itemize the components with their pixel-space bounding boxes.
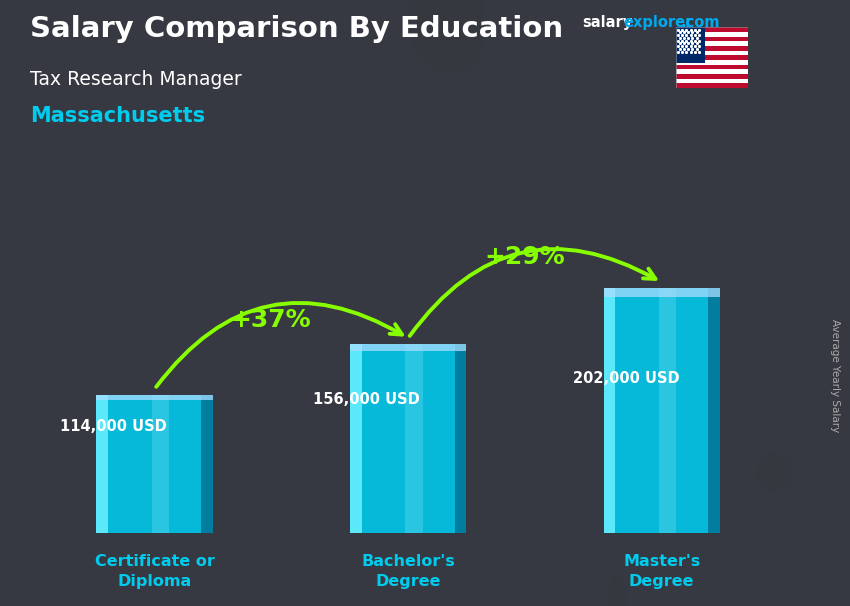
Text: Massachusetts: Massachusetts: [30, 106, 205, 126]
Bar: [455, 344, 466, 533]
Bar: [350, 344, 466, 533]
Text: 202,000 USD: 202,000 USD: [573, 371, 679, 387]
Bar: [676, 60, 748, 65]
Bar: [350, 344, 466, 351]
Bar: [676, 41, 748, 46]
Bar: [676, 74, 748, 79]
Bar: [676, 83, 748, 88]
Bar: [676, 27, 705, 63]
Text: Tax Research Manager: Tax Research Manager: [30, 70, 241, 88]
Bar: [676, 50, 748, 55]
Bar: [676, 65, 748, 69]
Bar: [96, 395, 212, 400]
Bar: [96, 395, 108, 533]
Bar: [350, 344, 361, 533]
Bar: [676, 36, 748, 41]
Text: .com: .com: [680, 15, 719, 30]
Bar: [659, 288, 677, 533]
Bar: [405, 344, 422, 533]
Bar: [604, 288, 720, 297]
Bar: [604, 288, 615, 533]
Bar: [676, 79, 748, 83]
Bar: [676, 27, 748, 32]
Bar: [708, 288, 720, 533]
Bar: [201, 395, 212, 533]
Bar: [676, 46, 748, 50]
Text: Salary Comparison By Education: Salary Comparison By Education: [30, 15, 563, 43]
Bar: [676, 32, 748, 36]
Text: +29%: +29%: [484, 245, 564, 269]
Text: +37%: +37%: [230, 308, 311, 332]
Text: explorer: explorer: [623, 15, 693, 30]
Text: salary: salary: [582, 15, 632, 30]
Bar: [151, 395, 169, 533]
Bar: [96, 395, 212, 533]
Text: Average Yearly Salary: Average Yearly Salary: [830, 319, 840, 432]
Bar: [604, 288, 720, 533]
Text: 114,000 USD: 114,000 USD: [60, 419, 167, 434]
Bar: [676, 69, 748, 74]
Text: 156,000 USD: 156,000 USD: [313, 391, 420, 407]
Bar: [676, 55, 748, 60]
